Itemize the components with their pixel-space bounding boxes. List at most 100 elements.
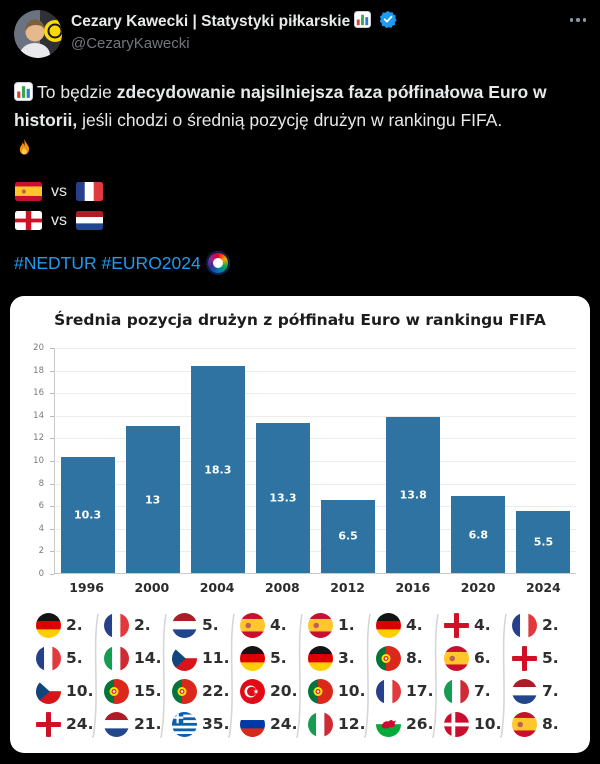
y-tick-mark (50, 574, 54, 575)
bar-slot: 13.8 (381, 348, 446, 573)
gridline (55, 483, 576, 485)
fifa-rank: 15. (134, 682, 162, 700)
bar-2024: 5.5 (516, 510, 571, 573)
more-dots-icon (569, 18, 573, 22)
fifa-rank: 26. (406, 715, 434, 733)
bar-slot: 10.3 (55, 348, 120, 573)
year-column-2004: 5. 11. 22. 35. (164, 612, 232, 737)
author-handle[interactable]: @CezaryKawecki (71, 35, 190, 52)
flag-spain-icon (240, 612, 265, 638)
flag-spain-icon (15, 182, 42, 201)
x-tick-label: 2024 (525, 580, 561, 595)
flag-germany-icon (376, 612, 401, 638)
more-button[interactable] (568, 10, 589, 30)
fifa-rank: 4. (474, 616, 491, 634)
team-row: 7. (444, 678, 504, 704)
bar-value-label: 13 (145, 493, 161, 507)
flag-netherlands-icon (104, 711, 129, 737)
flag-france-icon (36, 645, 61, 671)
flag-turkey-icon (240, 678, 265, 704)
flag-germany-icon (240, 645, 265, 671)
team-row: 2. (36, 612, 96, 638)
bar-value-label: 13.3 (269, 491, 297, 505)
fifa-rank: 5. (202, 616, 219, 634)
fifa-rank: 21. (134, 715, 162, 733)
author-name: Cezary Kawecki | Statystyki piłkarskie (71, 12, 351, 30)
bar-slot: 6.5 (316, 348, 381, 573)
flag-netherlands-icon (76, 211, 103, 230)
year-column-1996: 2. 5. 10. 24. (28, 612, 96, 737)
fifa-rank: 4. (270, 616, 287, 634)
gridline (55, 438, 576, 440)
x-axis-labels: 1996 2000 2004 2008 2012 2016 2020 2024 (54, 580, 576, 595)
flag-england-icon (36, 711, 61, 737)
team-row: 8. (376, 645, 436, 671)
fifa-rank: 14. (134, 649, 162, 667)
team-row: 14. (104, 645, 164, 671)
team-row: 22. (172, 678, 232, 704)
year-column-2000: 2. 14. 15. 21. (96, 612, 164, 737)
y-tick-mark (50, 483, 54, 485)
x-tick-label: 2008 (264, 580, 300, 595)
flag-germany-icon (36, 612, 61, 638)
y-tick-label: 12 (33, 433, 44, 444)
y-tick-label: 0 (38, 569, 44, 579)
gridline (55, 348, 576, 349)
flag-spain-icon (444, 645, 469, 671)
fifa-rank: 8. (542, 715, 559, 733)
team-row: 24. (36, 711, 96, 737)
avatar[interactable] (14, 10, 62, 58)
y-tick-label: 16 (33, 388, 44, 399)
bar-slot: 18.3 (185, 348, 250, 573)
team-row: 1. (308, 612, 368, 638)
y-tick-label: 8 (38, 478, 44, 489)
year-column-2012: 1. 3. 10. 12. (300, 612, 368, 737)
chart-image[interactable]: Średnia pozycja drużyn z półfinału Euro … (10, 296, 590, 753)
team-row: 3. (308, 645, 368, 671)
bar-value-label: 6.5 (338, 529, 358, 543)
bar-value-label: 18.3 (204, 463, 232, 477)
more-dots-icon (582, 18, 586, 22)
y-tick-mark (50, 348, 54, 349)
fifa-rank: 22. (202, 682, 230, 700)
flag-portugal-icon (172, 678, 197, 704)
team-row: 5. (512, 645, 572, 671)
y-tick-mark (50, 370, 54, 372)
bar-2016: 13.8 (386, 417, 441, 573)
author-name-row[interactable]: Cezary Kawecki | Statystyki piłkarskie (71, 10, 568, 33)
flag-wales-icon (376, 711, 401, 737)
chart-title: Średnia pozycja drużyn z półfinału Euro … (54, 311, 546, 329)
team-row: 10. (308, 678, 368, 704)
flag-italy-icon (444, 678, 469, 704)
y-tick-mark (50, 528, 54, 530)
team-row: 26. (376, 711, 436, 737)
tweet-body: To będzie zdecydowanie najsilniejsza faz… (14, 80, 589, 159)
team-row: 15. (104, 678, 164, 704)
bar-slot: 5.5 (511, 348, 576, 573)
team-row: 4. (240, 612, 300, 638)
bar-slot: 13.3 (250, 348, 315, 573)
bar-value-label: 5.5 (533, 535, 554, 549)
y-tick-mark (50, 438, 54, 440)
flag-greece-icon (172, 711, 197, 737)
flag-portugal-icon (104, 678, 129, 704)
fifa-rank: 20. (270, 682, 298, 700)
matchup-row: vs (15, 182, 103, 201)
bar-2000: 13 (125, 426, 180, 573)
team-row: 4. (376, 612, 436, 638)
fifa-rank: 10. (66, 682, 94, 700)
team-row: 7. (512, 678, 572, 704)
flag-england-icon (512, 645, 537, 671)
hashtags-link[interactable]: #NEDTUR #EURO2024 (14, 251, 230, 275)
fifa-rank: 7. (542, 682, 559, 700)
x-tick-label: 1996 (69, 580, 105, 595)
y-tick-label: 10 (33, 456, 44, 466)
plot-area: 10.3 13 18.3 13.3 6.5 13.8 6.8 5.5 (54, 348, 576, 574)
flag-france-icon (512, 612, 537, 638)
year-column-2020: 4. 6. 7. 10. (436, 612, 504, 737)
euro2024-logo-icon (205, 251, 230, 275)
flag-netherlands-icon (512, 678, 537, 704)
vs-label: vs (51, 182, 67, 200)
team-row: 24. (240, 711, 300, 737)
fifa-rank: 5. (542, 649, 559, 667)
